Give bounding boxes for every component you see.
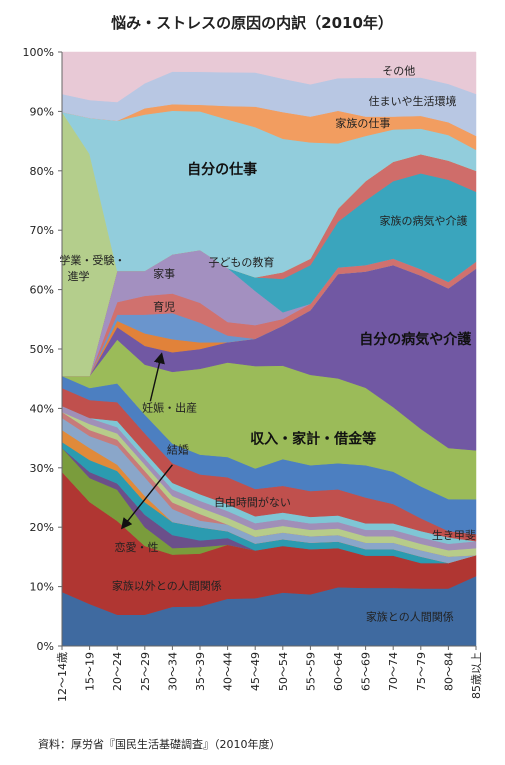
- x-tick-label: 85歳以上: [470, 652, 483, 699]
- x-tick-label: 35～39: [194, 652, 207, 691]
- x-tick-label: 70～74: [387, 652, 400, 691]
- label-家事: 家事: [153, 267, 175, 281]
- y-tick-label: 90%: [30, 105, 54, 118]
- x-tick-label: 75～79: [415, 652, 428, 691]
- y-tick-label: 50%: [30, 343, 54, 356]
- x-tick-label: 15～19: [84, 652, 97, 691]
- y-tick-label: 100%: [23, 46, 54, 59]
- label-進学: 進学: [68, 269, 90, 283]
- chart-title: 悩み・ストレスの原因の内訳（2010年）: [110, 14, 393, 32]
- x-tick-label: 60～64: [332, 652, 345, 691]
- label-家族の仕事: 家族の仕事: [335, 116, 390, 130]
- label-恋愛・性: 恋愛・性: [115, 540, 159, 554]
- label-収入・家計・借金等: 収入・家計・借金等: [250, 430, 376, 447]
- label-学業・受験・: 学業・受験・: [59, 253, 125, 267]
- x-tick-label: 45～49: [249, 652, 262, 691]
- y-tick-label: 0%: [37, 640, 54, 653]
- source-note: 資料：厚労省『国民生活基礎調査』（2010年度）: [38, 737, 281, 751]
- label-家族との人間関係: 家族との人間関係: [366, 609, 454, 623]
- x-tick-label: 80～84: [442, 652, 455, 691]
- label-家族以外との人間関係: 家族以外との人間関係: [112, 579, 222, 593]
- y-tick-label: 70%: [30, 224, 54, 237]
- area-layer: [61, 51, 477, 647]
- x-axis: 12～14歳 15～19 20～24 25～29 30～34 35～39 40～44 45～4…: [56, 645, 483, 702]
- label-その他: その他: [382, 65, 415, 78]
- label-結婚: 結婚: [167, 443, 189, 457]
- label-家族の病気や介護: 家族の病気や介護: [380, 213, 468, 227]
- y-tick-label: 40%: [30, 402, 54, 415]
- area-その他: [61, 51, 477, 103]
- y-tick-label: 20%: [30, 521, 54, 534]
- label-育児: 育児: [153, 299, 175, 313]
- y-tick-label: 60%: [30, 284, 54, 297]
- x-tick-label: 40～44: [222, 652, 235, 691]
- x-tick-label: 65～69: [360, 652, 373, 691]
- y-axis: 0% 10% 20% 30% 40% 50% 60% 70% 80% 90% 100%: [23, 46, 63, 653]
- label-生き甲斐: 生き甲斐: [432, 528, 476, 542]
- y-tick-label: 10%: [30, 581, 54, 594]
- x-tick-label: 30～34: [166, 652, 179, 691]
- label-子どもの教育: 子どもの教育: [208, 255, 274, 269]
- label-自分の仕事: 自分の仕事: [187, 161, 257, 178]
- x-tick-label: 50～54: [277, 652, 290, 691]
- arrow-pregnancy: [149, 352, 165, 402]
- label-自由時間がない: 自由時間がない: [214, 495, 291, 509]
- x-tick-label: 12～14歳: [56, 652, 69, 702]
- x-tick-label: 55～59: [304, 652, 317, 691]
- y-tick-label: 80%: [30, 165, 54, 178]
- label-妊娠・出産: 妊娠・出産: [142, 400, 197, 414]
- label-住まいや生活環境: 住まいや生活環境: [369, 94, 457, 108]
- x-tick-label: 20～24: [111, 652, 124, 691]
- arrow-marriage: [120, 464, 173, 530]
- annotation-arrows: [120, 352, 173, 530]
- label-自分の病気や介護: 自分の病気や介護: [359, 331, 472, 348]
- y-tick-label: 30%: [30, 462, 54, 475]
- x-tick-label: 25～29: [139, 652, 152, 691]
